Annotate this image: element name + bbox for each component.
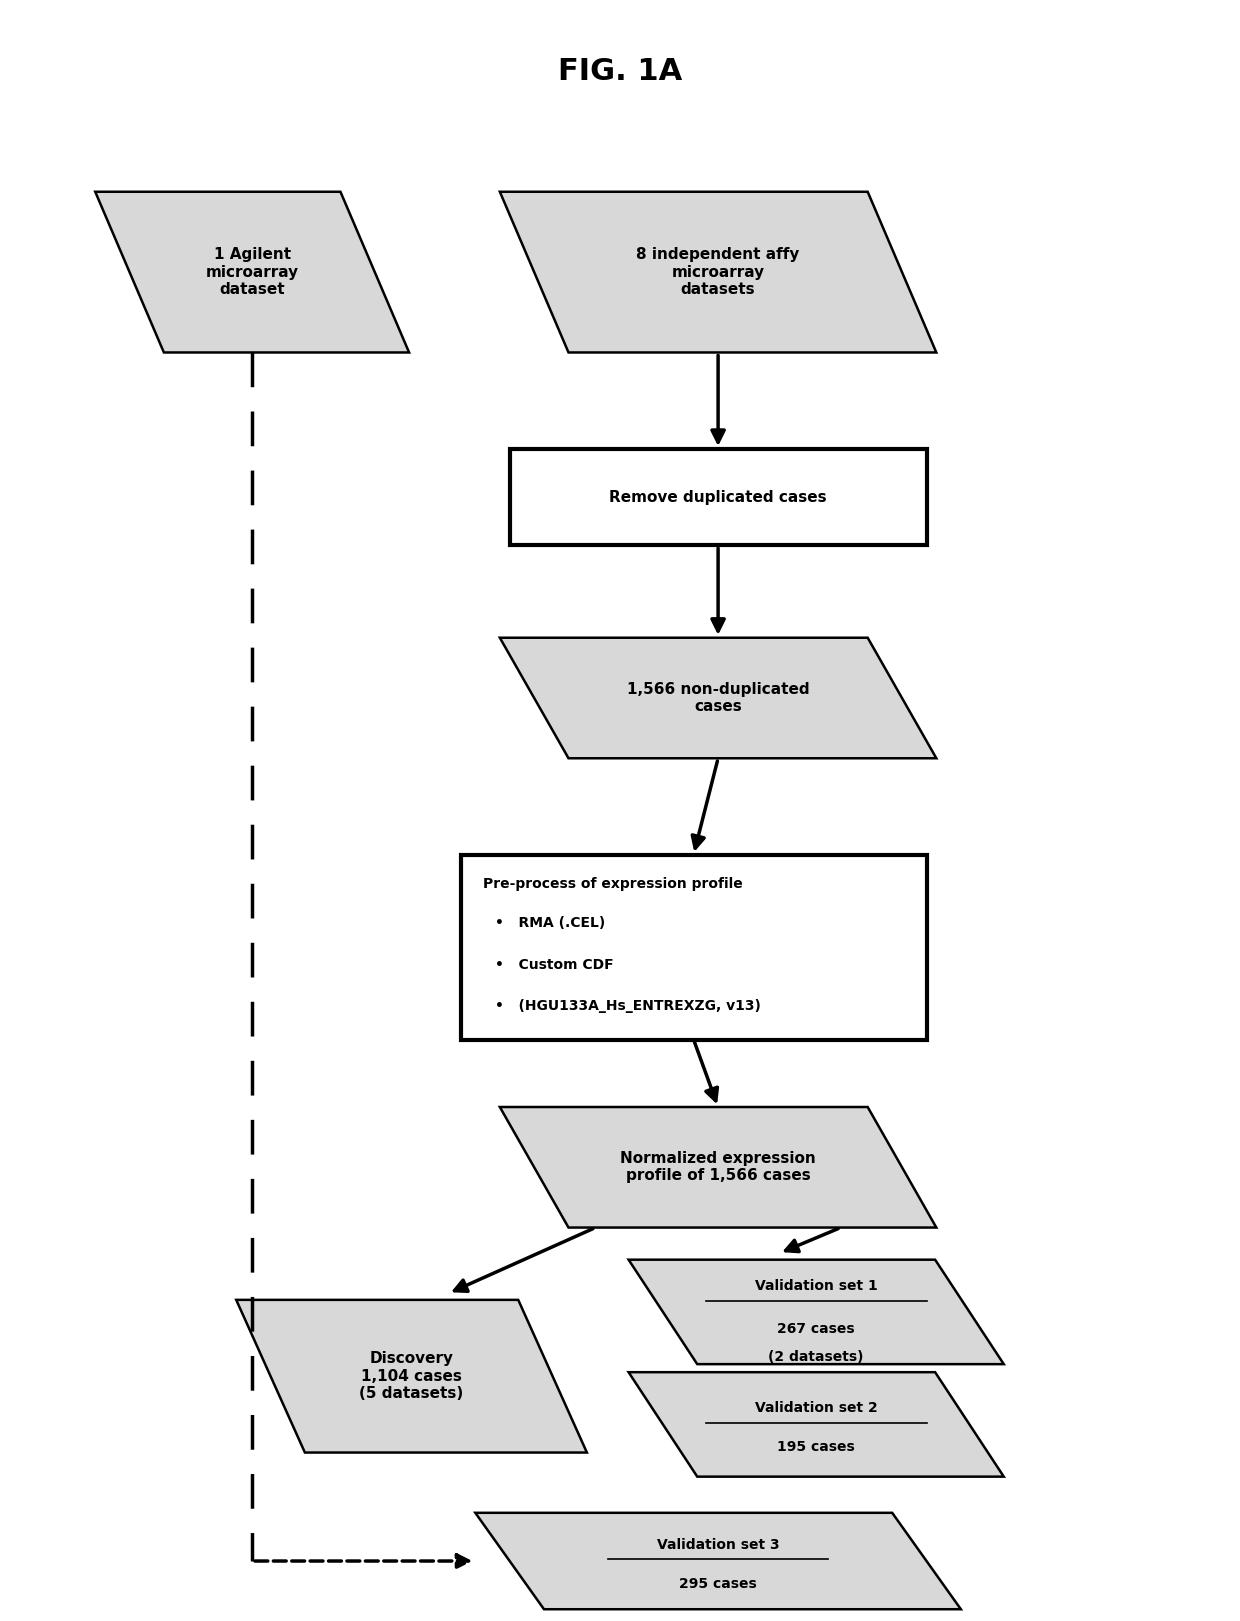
Text: Discovery
1,104 cases
(5 datasets): Discovery 1,104 cases (5 datasets) [360,1352,464,1401]
Text: 8 independent affy
microarray
datasets: 8 independent affy microarray datasets [636,248,800,297]
Polygon shape [95,191,409,352]
Text: •   Custom CDF: • Custom CDF [495,958,614,971]
Polygon shape [629,1260,1003,1365]
Text: Validation set 1: Validation set 1 [755,1279,878,1294]
Text: 267 cases: 267 cases [777,1321,856,1336]
Text: (2 datasets): (2 datasets) [769,1350,864,1365]
Polygon shape [629,1373,1003,1477]
Polygon shape [237,1300,587,1452]
Polygon shape [475,1512,961,1610]
Polygon shape [500,637,936,759]
Text: Normalized expression
profile of 1,566 cases: Normalized expression profile of 1,566 c… [620,1151,816,1183]
Text: 1,566 non-duplicated
cases: 1,566 non-duplicated cases [626,682,810,715]
Text: Remove duplicated cases: Remove duplicated cases [609,490,827,504]
Text: 1 Agilent
microarray
dataset: 1 Agilent microarray dataset [206,248,299,297]
FancyBboxPatch shape [460,854,926,1039]
Text: Pre-process of expression profile: Pre-process of expression profile [482,877,743,892]
Text: 195 cases: 195 cases [777,1441,856,1454]
Text: •   (HGU133A_Hs_ENTREXZG, v13): • (HGU133A_Hs_ENTREXZG, v13) [495,999,761,1013]
FancyBboxPatch shape [510,449,926,545]
Polygon shape [500,191,936,352]
Text: Validation set 3: Validation set 3 [657,1538,780,1551]
Text: Validation set 2: Validation set 2 [755,1401,878,1415]
Polygon shape [500,1107,936,1227]
Text: •   RMA (.CEL): • RMA (.CEL) [495,916,605,930]
Text: 295 cases: 295 cases [680,1577,756,1592]
Text: FIG. 1A: FIG. 1A [558,57,682,86]
